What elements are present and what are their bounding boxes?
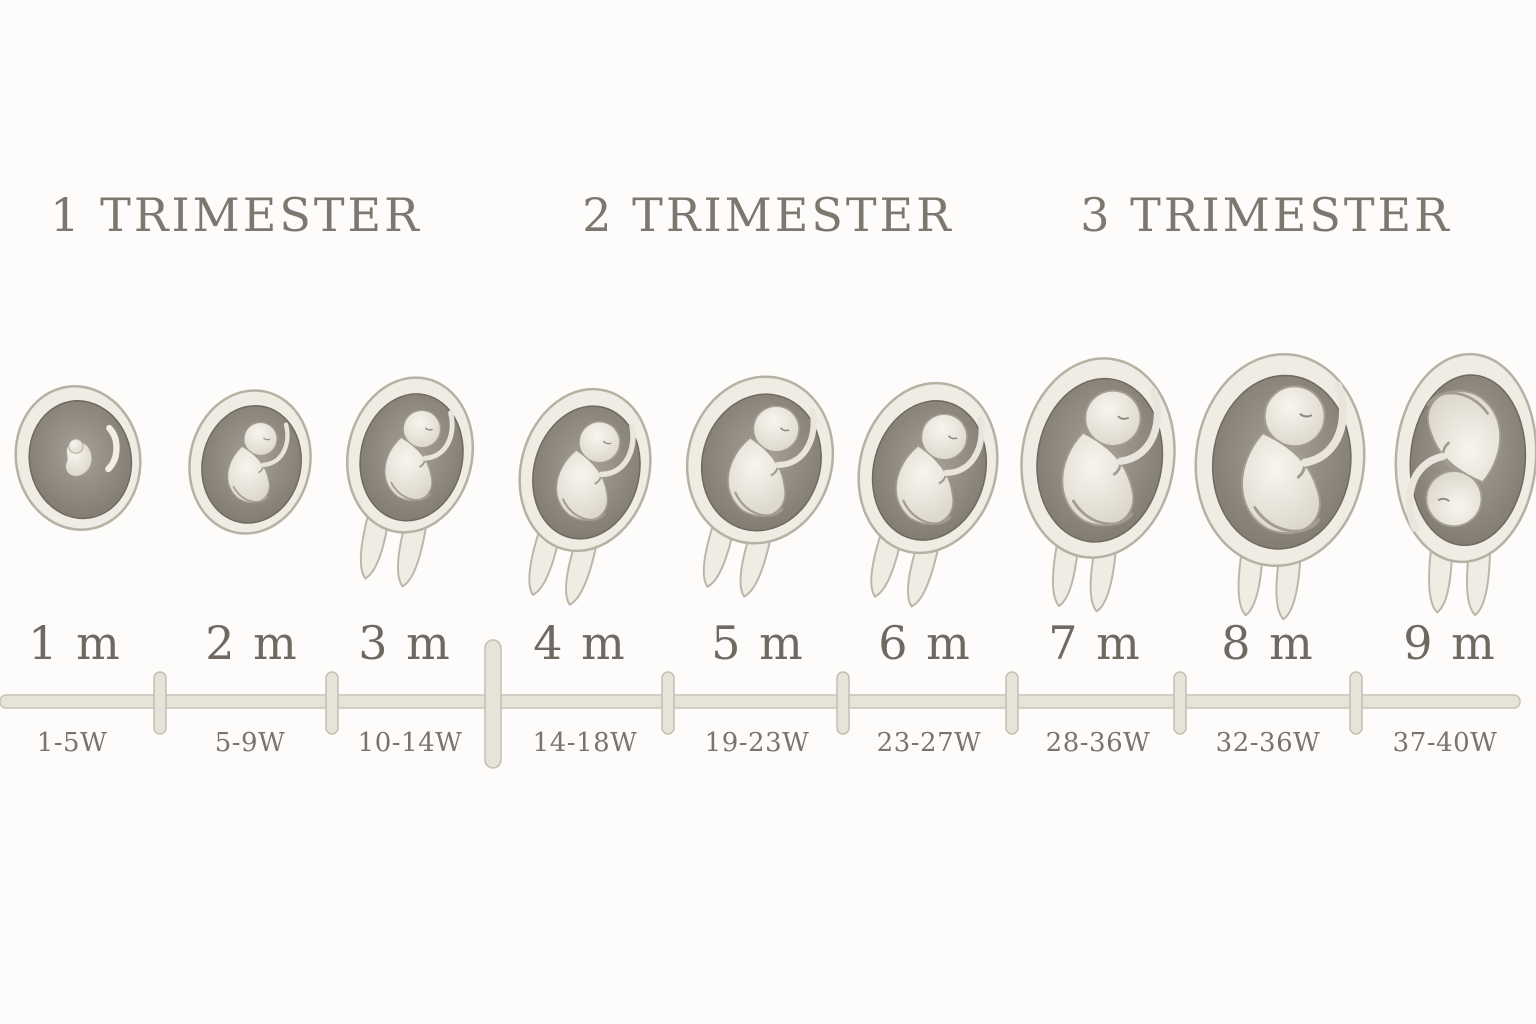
gestational-sac-5 — [685, 375, 835, 598]
gestational-sac-6 — [857, 381, 999, 608]
fetus-icon — [227, 421, 290, 504]
month-7-label: 7 m — [1048, 616, 1142, 670]
timeline — [0, 639, 1521, 769]
gestational-sac-2 — [188, 389, 312, 535]
month-1-label: 1 m — [28, 616, 122, 670]
timeline-tick — [1349, 671, 1363, 735]
month-5-label: 5 m — [711, 616, 805, 670]
timeline-tick — [1173, 671, 1187, 735]
gestational-sac-7 — [1020, 357, 1176, 613]
weeks-9-label: 37-40W — [1392, 728, 1498, 758]
weeks-1-label: 1-5W — [36, 728, 108, 758]
month-3-label: 3 m — [358, 616, 452, 670]
timeline-bar — [0, 694, 1521, 709]
fetus-icon — [555, 421, 636, 521]
trimester-divider — [484, 639, 502, 769]
timeline-tick — [1005, 671, 1019, 735]
month-8-label: 8 m — [1221, 616, 1315, 670]
embryo-icon — [65, 424, 120, 477]
weeks-5-label: 19-23W — [704, 728, 810, 758]
weeks-7-label: 28-36W — [1045, 728, 1151, 758]
month-9-label: 9 m — [1403, 616, 1497, 670]
gestational-sac-1 — [14, 385, 142, 531]
fetus-icon — [1061, 387, 1162, 527]
gestational-sac-3 — [345, 376, 475, 588]
weeks-4-label: 14-18W — [532, 728, 638, 758]
gestational-sac-4 — [518, 387, 652, 606]
trimester-2-label: 2 TRIMESTER — [582, 188, 954, 242]
fetus-icon — [727, 405, 817, 517]
weeks-3-label: 10-14W — [357, 728, 463, 758]
fetus-icon — [1405, 390, 1502, 532]
timeline-tick — [661, 671, 675, 735]
timeline-tick — [325, 671, 339, 735]
month-2-label: 2 m — [205, 616, 299, 670]
month-4-label: 4 m — [533, 616, 627, 670]
fetus-icon — [384, 409, 455, 502]
timeline-tick — [836, 671, 850, 735]
gestational-sac-8 — [1194, 352, 1366, 621]
weeks-8-label: 32-36W — [1215, 728, 1321, 758]
weeks-2-label: 5-9W — [214, 728, 286, 758]
timeline-tick — [153, 671, 167, 735]
fetus-icon — [1241, 381, 1347, 535]
weeks-6-label: 23-27W — [876, 728, 982, 758]
trimester-3-label: 3 TRIMESTER — [1080, 188, 1452, 242]
month-6-label: 6 m — [878, 616, 972, 670]
trimester-1-label: 1 TRIMESTER — [50, 188, 422, 242]
gestational-sac-9 — [1394, 352, 1536, 617]
fetus-icon — [895, 413, 985, 525]
